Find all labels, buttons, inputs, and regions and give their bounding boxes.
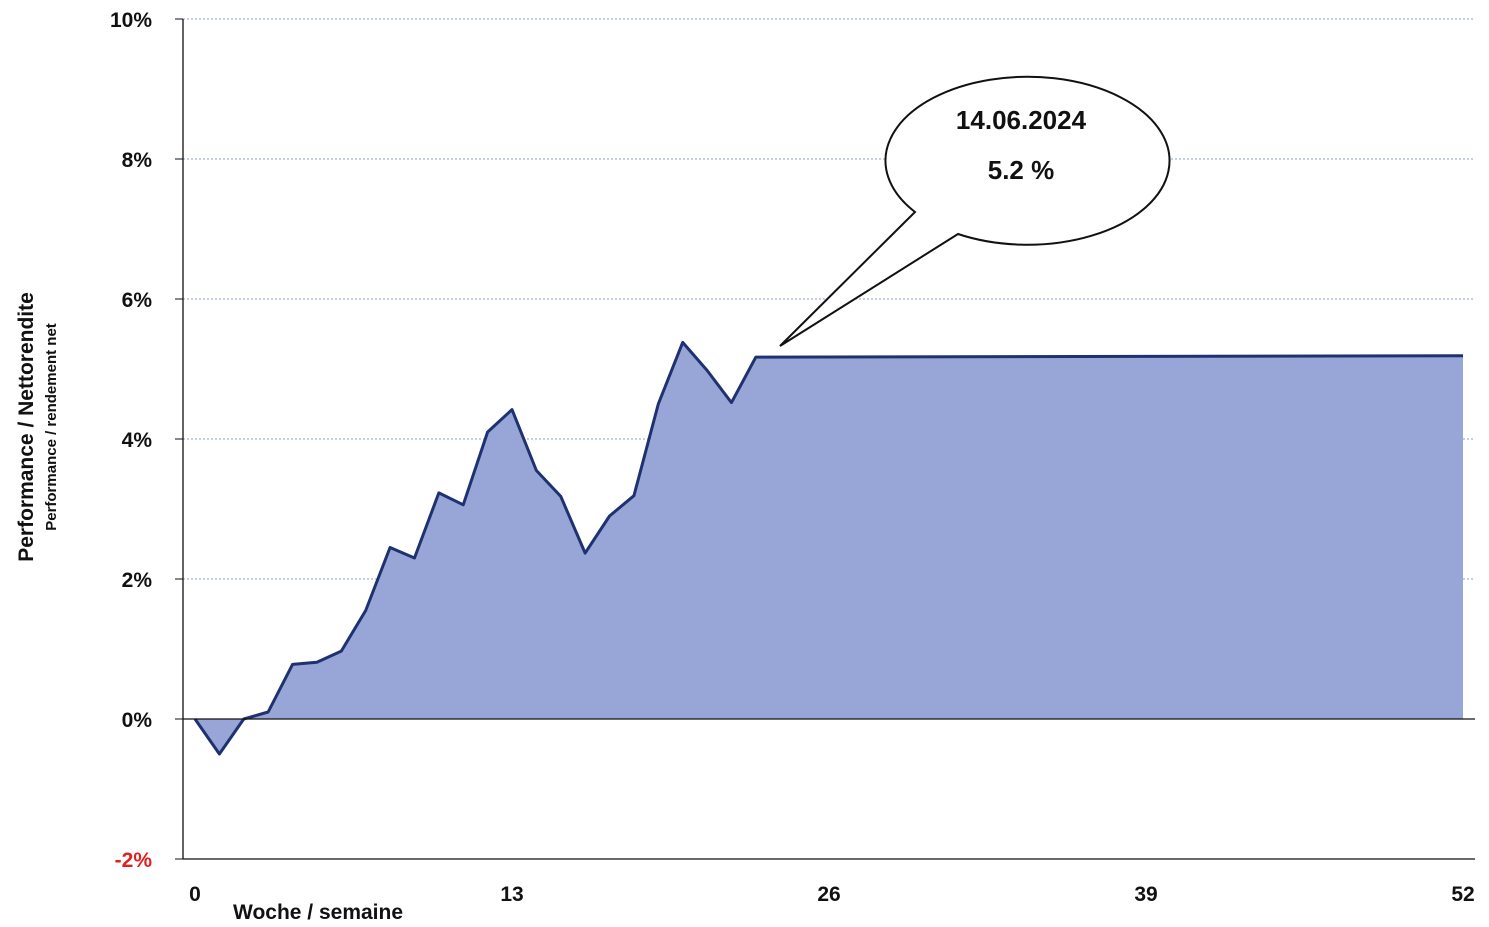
callout-value: 5.2 % <box>988 155 1055 185</box>
annotation-callout: 14.06.2024 5.2 % <box>779 75 1171 347</box>
y-tick-label: 6% <box>122 289 153 312</box>
x-tick-label: 13 <box>500 883 523 906</box>
y-tick-label: 2% <box>122 569 153 592</box>
y-tick-label: 10% <box>110 9 152 32</box>
performance-area <box>195 342 1463 754</box>
y-axis-title: Performance / Nettorendite <box>15 292 38 562</box>
axes <box>182 19 1475 860</box>
y-tick-label: 4% <box>122 429 153 452</box>
x-tick-labels: 0 13 26 39 52 <box>189 883 1475 906</box>
x-tick-label: 52 <box>1451 883 1474 906</box>
y-tick-labels: 10% 8% 6% 4% 2% 0% -2% <box>110 9 152 872</box>
callout-bubble <box>779 75 1171 347</box>
x-tick-label: 26 <box>817 883 840 906</box>
performance-line <box>193 340 1464 756</box>
x-tick-label: 0 <box>189 883 201 906</box>
x-tick-label: 39 <box>1134 883 1157 906</box>
y-tick-label: 0% <box>122 709 153 732</box>
callout-date: 14.06.2024 <box>956 105 1087 135</box>
y-axis-subtitle: Performance / rendement net <box>43 323 60 531</box>
y-tick-label: 8% <box>122 149 153 172</box>
x-axis-title: Woche / semaine <box>233 901 403 924</box>
y-tick-label: -2% <box>115 849 153 872</box>
